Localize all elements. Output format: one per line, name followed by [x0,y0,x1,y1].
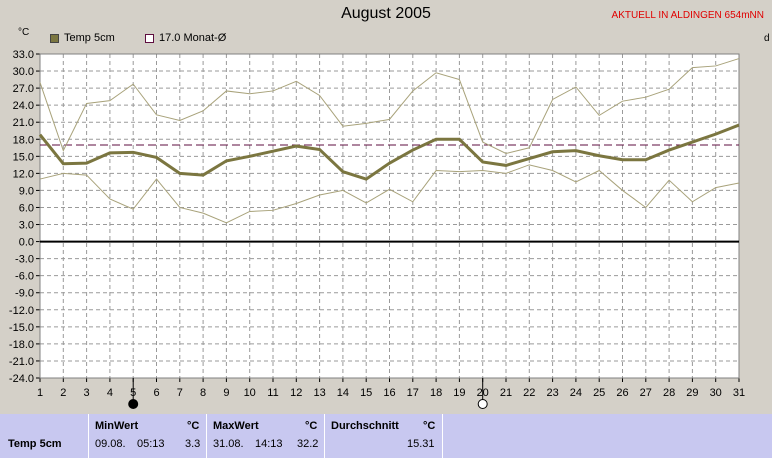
y-tick-label: 15.0 [13,151,34,163]
x-tick-label: 16 [383,387,395,399]
y-tick-label: 6.0 [19,202,34,214]
x-tick-label: 15 [360,387,372,399]
x-tick-label: 4 [107,387,113,399]
x-tick-label: 3 [84,387,90,399]
x-tick-label: 23 [546,387,558,399]
y-tick-label: -3.0 [15,254,34,266]
stats-min-date: 09.08. [95,438,126,450]
x-tick-label: 21 [500,387,512,399]
x-tick-label: 8 [200,387,206,399]
legend-swatch-temp [50,33,59,43]
y-tick-label: 24.0 [13,100,34,112]
temperature-chart: 33.030.027.024.021.018.015.012.09.06.03.… [9,49,745,409]
y-tick-label: 33.0 [13,49,34,61]
legend-label-temp: Temp 5cm [64,32,115,44]
stats-avg-unit: °C [423,420,436,432]
stats-row-label: Temp 5cm [8,438,62,450]
x-tick-label: 30 [710,387,722,399]
x-tick-label: 25 [593,387,605,399]
series-max-line [39,58,740,155]
x-tick-label: 6 [153,387,159,399]
full-moon-icon [477,399,488,409]
stats-min-value: 3.3 [185,438,201,450]
y-tick-label: 0.0 [19,237,34,249]
y-tick-label: 3.0 [19,220,34,232]
y-tick-label: -15.0 [9,322,34,334]
y-tick-label: -12.0 [9,305,34,317]
y-tick-label: -24.0 [9,373,34,385]
legend-item-temp[interactable]: Temp 5cm [50,32,115,44]
chart-title: August 2005 [341,5,431,22]
stats-empty-cell [442,414,762,458]
x-tick-label: 24 [570,387,582,399]
x-tick-label: 27 [640,387,652,399]
y-tick-label: 12.0 [13,168,34,180]
series-temp-line [38,123,740,181]
x-tick-label: 13 [313,387,325,399]
x-tick-label: 29 [686,387,698,399]
stats-min-cell: MinWert °C 09.08. 05:13 3.3 [88,414,206,458]
x-tick-label: 10 [244,387,256,399]
x-tick-label: 26 [616,387,628,399]
y-tick-label: 30.0 [13,66,34,78]
stats-max-unit: °C [305,420,318,432]
x-tick-label: 2 [60,387,66,399]
stats-avg-header: Durchschnitt [331,420,399,432]
x-tick-label: 19 [453,387,465,399]
x-tick-label: 18 [430,387,442,399]
y-tick-label: 9.0 [19,185,34,197]
stats-max-header: MaxWert [213,420,259,432]
x-tick-label: 17 [407,387,419,399]
stats-max-time: 14:13 [255,438,283,450]
y-tick-label: -18.0 [9,339,34,351]
x-tick-label: 22 [523,387,535,399]
stats-max-cell: MaxWert °C 31.08. 14:13 32.2 [206,414,324,458]
y-tick-label: -6.0 [15,271,34,283]
legend-item-average[interactable]: 17.0 Monat-Ø [145,32,226,44]
x-tick-label: 7 [177,387,183,399]
series-min-line [39,164,740,224]
y-axis-unit: °C [18,27,30,38]
x-tick-label: 9 [223,387,229,399]
right-axis-unit: d [764,33,770,44]
stats-min-time: 05:13 [137,438,165,450]
y-tick-label: -21.0 [9,356,34,368]
stats-min-unit: °C [187,420,200,432]
legend-swatch-average [145,33,154,43]
y-tick-label: 27.0 [13,83,34,95]
stats-max-value: 32.2 [297,438,319,450]
x-tick-label: 14 [337,387,349,399]
stats-min-header: MinWert [95,420,139,432]
x-tick-label: 11 [267,387,278,399]
y-tick-label: 21.0 [13,117,34,129]
live-status-label: AKTUELL IN ALDINGEN 654mNN [611,10,764,21]
legend-label-average: 17.0 Monat-Ø [159,32,227,44]
x-tick-label: 31 [733,387,745,399]
x-tick-label: 1 [37,387,43,399]
plot-border [39,53,740,379]
stats-max-date: 31.08. [213,438,244,450]
stats-panel: Temp 5cm MinWert °C 09.08. 05:13 3.3 Max… [0,414,772,458]
y-tick-label: 18.0 [13,134,34,146]
x-tick-label: 28 [663,387,675,399]
new-moon-icon [128,399,139,409]
x-tick-label: 12 [290,387,302,399]
stats-avg-value: 15.31 [407,438,435,450]
stats-avg-cell: Durchschnitt °C 15.31 [324,414,442,458]
y-tick-label: -9.0 [15,288,34,300]
